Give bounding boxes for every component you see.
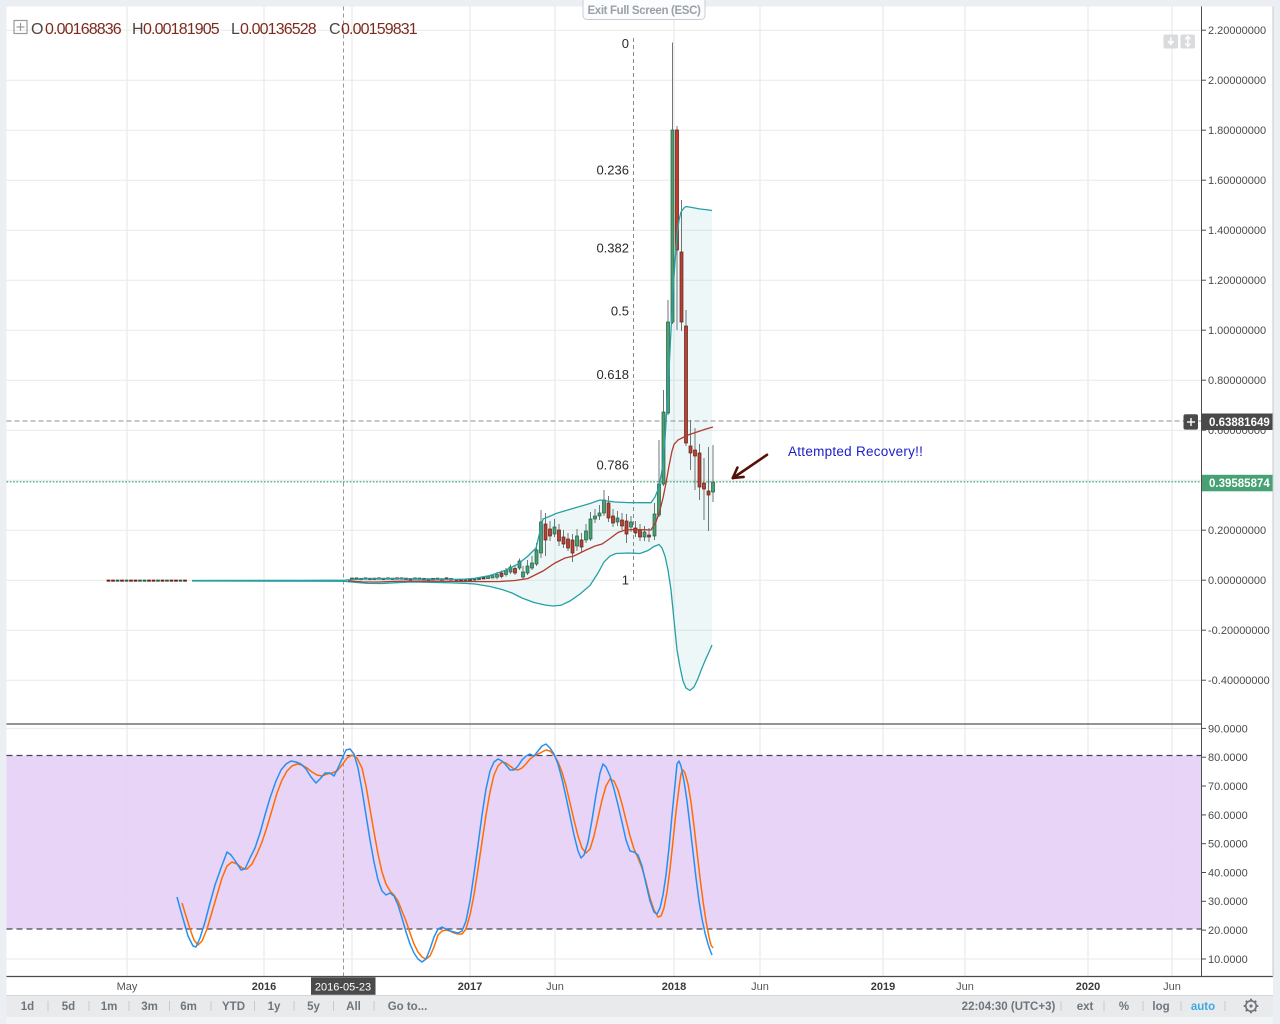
svg-text:0.382: 0.382 xyxy=(596,241,629,256)
svg-text:Jun: Jun xyxy=(546,981,564,993)
svg-text:0.00159831: 0.00159831 xyxy=(341,21,418,38)
svg-text:0.63881649: 0.63881649 xyxy=(1209,417,1270,429)
svg-text:H: H xyxy=(132,21,144,38)
svg-text:2018: 2018 xyxy=(662,981,686,993)
svg-text:3m: 3m xyxy=(141,1001,158,1013)
svg-text:C: C xyxy=(329,21,341,38)
svg-text:20.0000: 20.0000 xyxy=(1208,925,1248,937)
svg-text:-0.40000000: -0.40000000 xyxy=(1208,675,1270,687)
svg-text:6m: 6m xyxy=(180,1001,197,1013)
svg-text:0.5: 0.5 xyxy=(611,304,629,319)
svg-text:May: May xyxy=(117,981,138,993)
svg-text:90.0000: 90.0000 xyxy=(1208,723,1248,735)
svg-text:2019: 2019 xyxy=(871,981,895,993)
svg-text:0.20000000: 0.20000000 xyxy=(1208,525,1266,537)
svg-text:Jun: Jun xyxy=(956,981,974,993)
svg-text:0.00000000: 0.00000000 xyxy=(1208,575,1266,587)
svg-text:1m: 1m xyxy=(101,1001,118,1013)
svg-text:1: 1 xyxy=(622,573,629,588)
svg-text:1.80000000: 1.80000000 xyxy=(1208,125,1266,137)
svg-text:1y: 1y xyxy=(268,1001,281,1013)
svg-text:10.0000: 10.0000 xyxy=(1208,954,1248,966)
svg-text:-0.20000000: -0.20000000 xyxy=(1208,625,1270,637)
svg-text:2017: 2017 xyxy=(458,981,482,993)
svg-text:Attempted Recovery!!: Attempted Recovery!! xyxy=(788,444,923,459)
svg-text:O: O xyxy=(31,21,43,38)
svg-text:0.39585874: 0.39585874 xyxy=(1209,478,1270,490)
svg-text:0.618: 0.618 xyxy=(596,367,629,382)
svg-text:0.00168836: 0.00168836 xyxy=(45,21,122,38)
svg-text:0.00181905: 0.00181905 xyxy=(143,21,220,38)
svg-text:0.80000000: 0.80000000 xyxy=(1208,375,1266,387)
svg-text:Go to...: Go to... xyxy=(388,1001,428,1013)
svg-text:30.0000: 30.0000 xyxy=(1208,896,1248,908)
svg-text:0: 0 xyxy=(622,36,629,51)
svg-text:2016-05-23: 2016-05-23 xyxy=(315,981,371,993)
svg-text:2.00000000: 2.00000000 xyxy=(1208,75,1266,87)
svg-text:L: L xyxy=(231,21,240,38)
svg-text:%: % xyxy=(1119,1001,1129,1013)
svg-text:70.0000: 70.0000 xyxy=(1208,781,1248,793)
svg-text:log: log xyxy=(1152,1001,1169,1013)
svg-text:1d: 1d xyxy=(21,1001,34,1013)
svg-text:50.0000: 50.0000 xyxy=(1208,839,1248,851)
svg-text:5d: 5d xyxy=(62,1001,75,1013)
svg-text:2020: 2020 xyxy=(1076,981,1100,993)
svg-text:40.0000: 40.0000 xyxy=(1208,867,1248,879)
svg-text:0.236: 0.236 xyxy=(596,163,629,178)
svg-text:1.20000000: 1.20000000 xyxy=(1208,275,1266,287)
svg-text:Jun: Jun xyxy=(1163,981,1181,993)
svg-text:YTD: YTD xyxy=(222,1001,245,1013)
svg-text:auto: auto xyxy=(1191,1001,1215,1013)
svg-text:Exit Full Screen (ESC): Exit Full Screen (ESC) xyxy=(587,5,701,17)
svg-text:5y: 5y xyxy=(307,1001,320,1013)
svg-text:22:04:30 (UTC+3): 22:04:30 (UTC+3) xyxy=(962,1001,1056,1013)
svg-text:1.00000000: 1.00000000 xyxy=(1208,325,1266,337)
svg-text:All: All xyxy=(346,1001,361,1013)
svg-text:60.0000: 60.0000 xyxy=(1208,810,1248,822)
svg-text:1.40000000: 1.40000000 xyxy=(1208,225,1266,237)
svg-text:2.20000000: 2.20000000 xyxy=(1208,25,1266,37)
svg-text:0.786: 0.786 xyxy=(596,458,629,473)
svg-text:80.0000: 80.0000 xyxy=(1208,752,1248,764)
svg-text:1.60000000: 1.60000000 xyxy=(1208,175,1266,187)
svg-text:2016: 2016 xyxy=(252,981,276,993)
svg-text:0.00136528: 0.00136528 xyxy=(240,21,317,38)
svg-text:Jun: Jun xyxy=(751,981,769,993)
svg-text:ext: ext xyxy=(1077,1001,1094,1013)
